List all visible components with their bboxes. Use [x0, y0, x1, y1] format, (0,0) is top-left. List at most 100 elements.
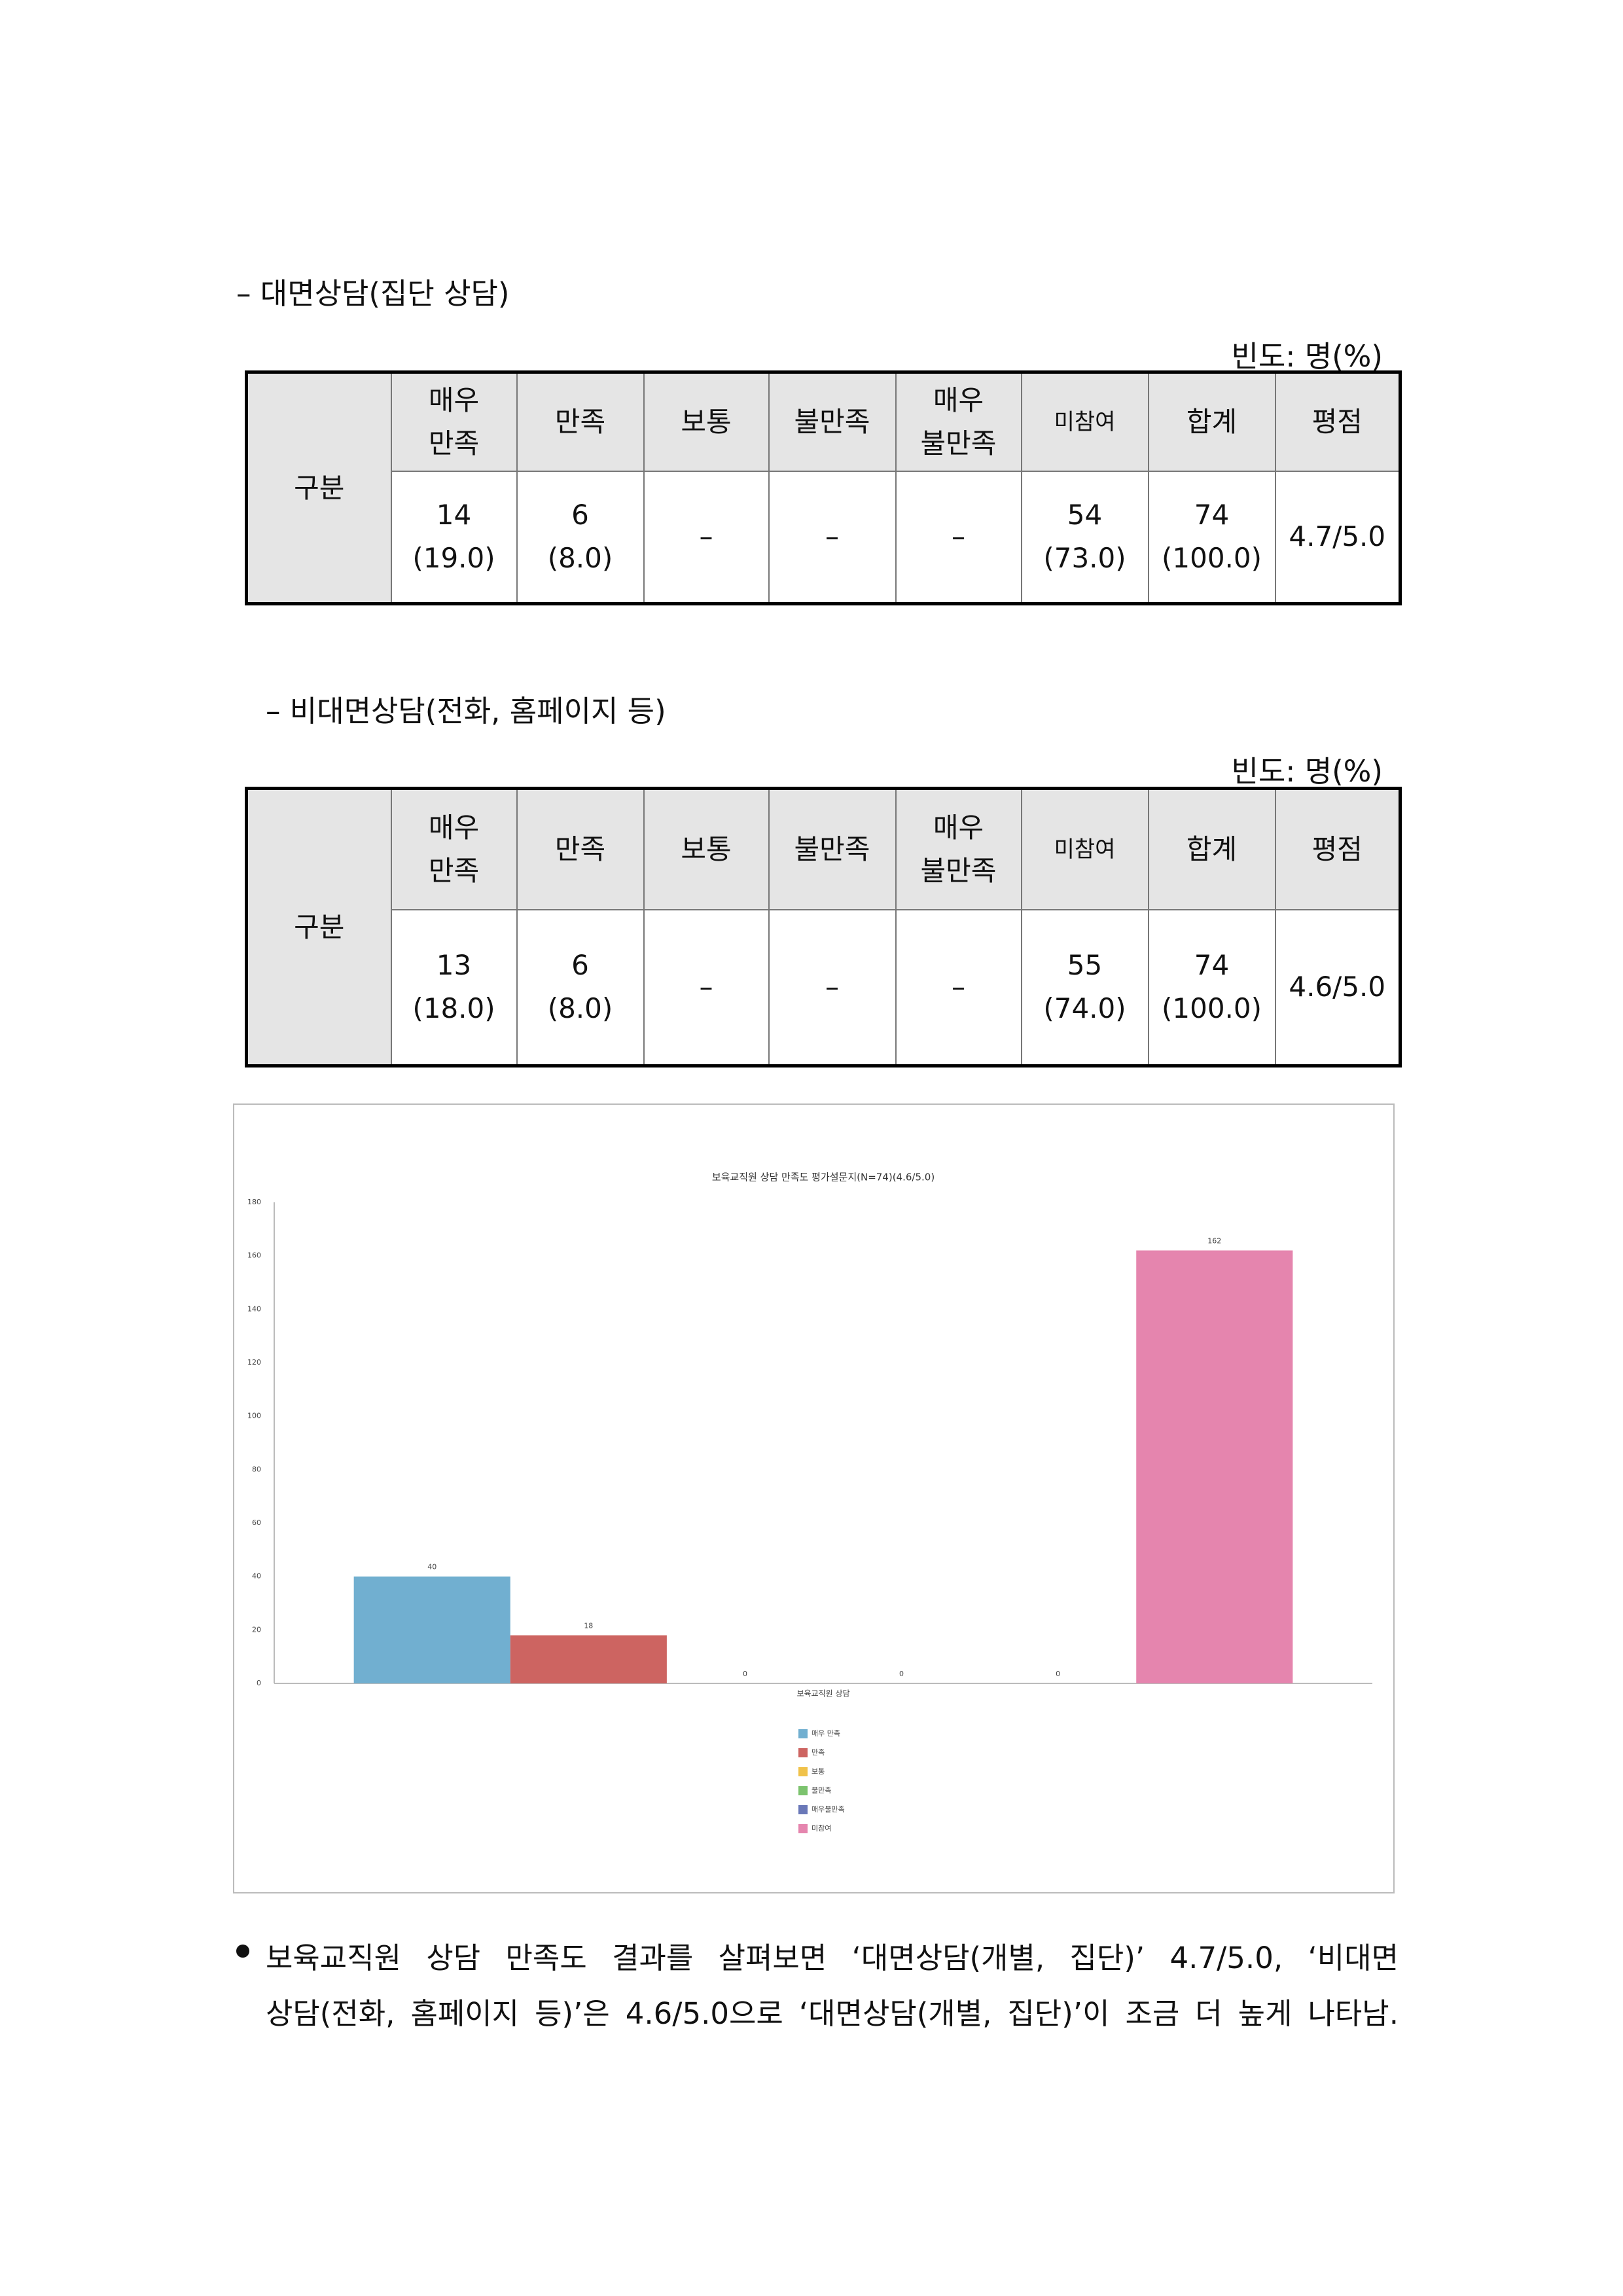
header-line: 만족 [428, 854, 480, 887]
cell: – [895, 470, 1022, 605]
value-label: 0 [1056, 1670, 1060, 1678]
column-header: 합계 [1147, 787, 1276, 910]
column-header: 불만족 [768, 787, 897, 910]
y-tick-label: 60 [252, 1518, 261, 1527]
data-table: 구분 매우 만족 만족 보통 불만족 매우 불만족 미참여 합계 평점 14 (19.0) 6 (8.0) –… [245, 370, 1402, 605]
value-label: 162 [1207, 1237, 1221, 1246]
cell-line: 6 [571, 499, 589, 531]
header-line: 미참여 [1054, 408, 1116, 435]
cell-line: – [699, 971, 713, 1003]
cell-line: – [952, 971, 965, 1003]
value-label: 0 [743, 1670, 747, 1678]
legend-swatch [798, 1805, 808, 1814]
data-row: 13 (18.0) 6 (8.0) – – – 55 (74.0) 74 (100.0) 4.6/5.… [247, 908, 1401, 1067]
column-header: 만족 [516, 787, 645, 910]
column-header: 평점 [1274, 787, 1401, 910]
bullet [236, 1945, 249, 1958]
cell: – [768, 908, 897, 1067]
chart: 보육교직원 상담 만족도 평가설문지(N=74)(4.6/5.0) 0 20 40 6… [233, 1103, 1395, 1893]
header-line: 불만족 [794, 405, 870, 438]
header-line: 만족 [554, 405, 606, 438]
legend-label: 만족 [812, 1748, 825, 1757]
cell-line: (18.0) [412, 992, 495, 1025]
paragraph-line: 보육교직원 상담 만족도 결과를 살펴보면 ‘대면상담(개별, 집단)’ 4.7… [266, 1941, 1399, 1975]
header-line: 합계 [1186, 405, 1238, 438]
legend-swatch [798, 1729, 808, 1738]
header-line: 불만족 [920, 427, 997, 459]
column-header: 합계 [1147, 371, 1276, 472]
legend-swatch [798, 1786, 808, 1795]
cell: 54 (73.0) [1020, 470, 1149, 605]
header-line: 평점 [1311, 833, 1363, 865]
legend-label: 매우불만족 [812, 1805, 845, 1814]
bar [353, 1576, 510, 1683]
cell-line: – [825, 520, 839, 553]
cell-line: 54 [1067, 499, 1103, 531]
y-tick-label: 0 [257, 1679, 261, 1687]
value-label: 18 [584, 1622, 593, 1630]
cell-line: – [699, 520, 713, 553]
cell: 14 (19.0) [390, 470, 518, 605]
header-line: 평점 [1311, 405, 1363, 438]
header-line: 매우 [933, 811, 984, 844]
column-header: 보통 [643, 371, 770, 472]
legend-swatch [798, 1767, 808, 1776]
cell-line: (8.0) [547, 542, 613, 575]
unit-label: 빈도: 명(%) [1231, 754, 1383, 789]
cell-line: – [952, 520, 965, 553]
unit-label: 빈도: 명(%) [1231, 339, 1383, 374]
header-line: 불만족 [794, 833, 870, 865]
column-header: 매우 불만족 [895, 371, 1022, 472]
cell-line: 4.7/5.0 [1289, 520, 1386, 553]
y-tick-label: 40 [252, 1572, 261, 1581]
cell: – [643, 470, 770, 605]
cell: – [643, 908, 770, 1067]
y-tick-label: 20 [252, 1625, 261, 1634]
header-line: 보통 [681, 405, 732, 438]
cell-line: 55 [1067, 949, 1103, 982]
y-tick-label: 180 [247, 1198, 261, 1206]
cell: 74 (100.0) [1147, 470, 1276, 605]
row-header: 구분 [245, 371, 392, 605]
cell-line: – [825, 971, 839, 1003]
cell-line: (8.0) [547, 992, 613, 1025]
legend-label: 미참여 [812, 1824, 831, 1833]
chart-title: 보육교직원 상담 만족도 평가설문지(N=74)(4.6/5.0) [712, 1172, 935, 1183]
cell-line: 13 [436, 949, 472, 982]
cell: – [895, 908, 1022, 1067]
paragraph-line: 상담(전화, 홈페이지 등)’은 4.6/5.0으로 ‘대면상담(개별, 집단)… [266, 1996, 1399, 2031]
cell: 4.7/5.0 [1274, 470, 1401, 605]
row-header: 구분 [245, 787, 392, 1067]
header-line: 매우 [428, 384, 480, 416]
cell: 13 (18.0) [390, 908, 518, 1067]
header-line: 매우 [428, 811, 480, 844]
value-label: 0 [899, 1670, 904, 1678]
legend-label: 불만족 [812, 1786, 831, 1795]
cell-line: 74 [1194, 949, 1230, 982]
bar [510, 1635, 667, 1683]
legend-swatch [798, 1824, 808, 1833]
cell: – [768, 470, 897, 605]
y-tick-label: 80 [252, 1465, 261, 1473]
header-line: 만족 [428, 427, 480, 459]
cell: 55 (74.0) [1020, 908, 1149, 1067]
cell: 6 (8.0) [516, 908, 645, 1067]
section-heading: – 대면상담(집단 상담) [236, 276, 510, 311]
cell: 4.6/5.0 [1274, 908, 1401, 1067]
x-tick-label: 보육교직원 상담 [796, 1689, 849, 1698]
legend-swatch [798, 1748, 808, 1757]
header-line: 불만족 [920, 854, 997, 887]
cell-line: 74 [1194, 499, 1230, 531]
column-header: 만족 [516, 371, 645, 472]
y-tick-label: 140 [247, 1304, 261, 1313]
column-header: 평점 [1274, 371, 1401, 472]
header-row: 구분 매우 만족 만족 보통 불만족 매우 불만족 미참여 합계 평점 [245, 787, 1401, 1067]
cell-line: 6 [571, 949, 589, 982]
cell-line: (73.0) [1043, 542, 1126, 575]
header-line: 만족 [554, 833, 606, 865]
